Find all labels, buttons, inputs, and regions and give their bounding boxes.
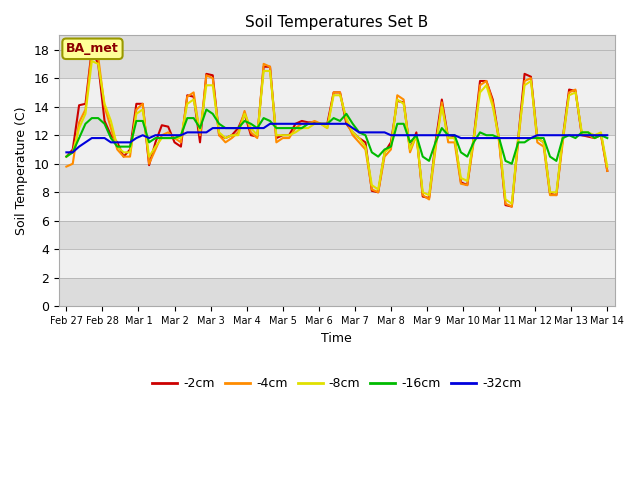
Bar [59,192,614,221]
Bar [59,49,614,78]
Bar [59,278,614,306]
Bar [59,164,614,192]
Bar [59,78,614,107]
Bar [59,221,614,250]
Bar [59,107,614,135]
Y-axis label: Soil Temperature (C): Soil Temperature (C) [15,107,28,235]
Legend: -2cm, -4cm, -8cm, -16cm, -32cm: -2cm, -4cm, -8cm, -16cm, -32cm [147,372,527,396]
Bar [59,250,614,278]
X-axis label: Time: Time [321,332,352,345]
Text: BA_met: BA_met [66,42,119,55]
Bar [59,135,614,164]
Title: Soil Temperatures Set B: Soil Temperatures Set B [245,15,428,30]
